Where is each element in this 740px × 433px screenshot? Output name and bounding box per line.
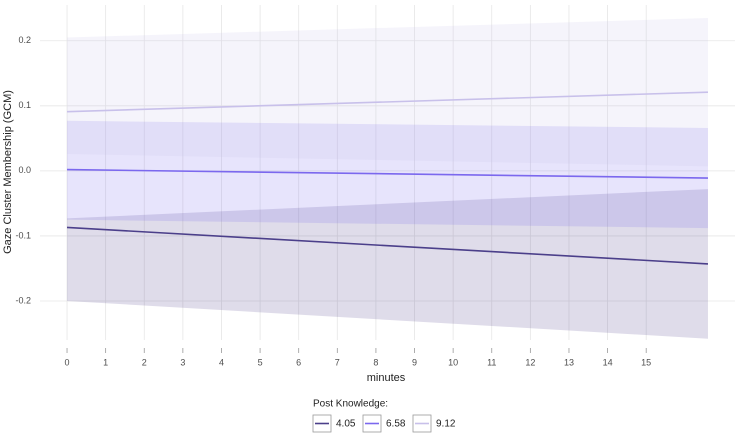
legend-label: 6.58 xyxy=(386,419,406,430)
x-tick-label: 1 xyxy=(103,357,108,367)
x-axis-title: minutes xyxy=(367,372,406,384)
x-tick-label: 7 xyxy=(335,357,340,367)
line xyxy=(67,91,708,113)
confidence-ribbon xyxy=(67,18,708,167)
x-tick-label: 2 xyxy=(142,357,147,367)
x-tick-label: 13 xyxy=(564,357,574,367)
y-tick-label: -0.1 xyxy=(15,230,31,240)
y-tick-label: 0.2 xyxy=(18,35,31,45)
legend-label: 9.12 xyxy=(436,419,456,430)
x-tick-label: 4 xyxy=(219,357,224,367)
y-tick-label: 0.0 xyxy=(18,165,31,175)
x-tick-label: 3 xyxy=(180,357,185,367)
y-tick-label: -0.2 xyxy=(15,295,31,305)
legend-label: 4.05 xyxy=(336,419,356,430)
confidence-ribbon xyxy=(67,189,708,339)
x-tick-label: 14 xyxy=(603,357,613,367)
x-tick-label: 5 xyxy=(258,357,263,367)
x-tick-label: 8 xyxy=(373,357,378,367)
x-tick-label: 9 xyxy=(412,357,417,367)
y-axis-title: Gaze Cluster Membership (GCM) xyxy=(2,90,14,254)
x-tick-label: 6 xyxy=(296,357,301,367)
x-tick-label: 12 xyxy=(525,357,535,367)
x-tick-label: 10 xyxy=(448,357,458,367)
x-tick-label: 11 xyxy=(487,357,496,367)
x-tick-label: 0 xyxy=(65,357,70,367)
line xyxy=(66,226,709,265)
x-tick-label: 15 xyxy=(641,357,651,367)
line xyxy=(67,168,708,179)
y-tick-label: 0.1 xyxy=(18,100,31,110)
legend-title: Post Knowledge: xyxy=(313,399,388,410)
